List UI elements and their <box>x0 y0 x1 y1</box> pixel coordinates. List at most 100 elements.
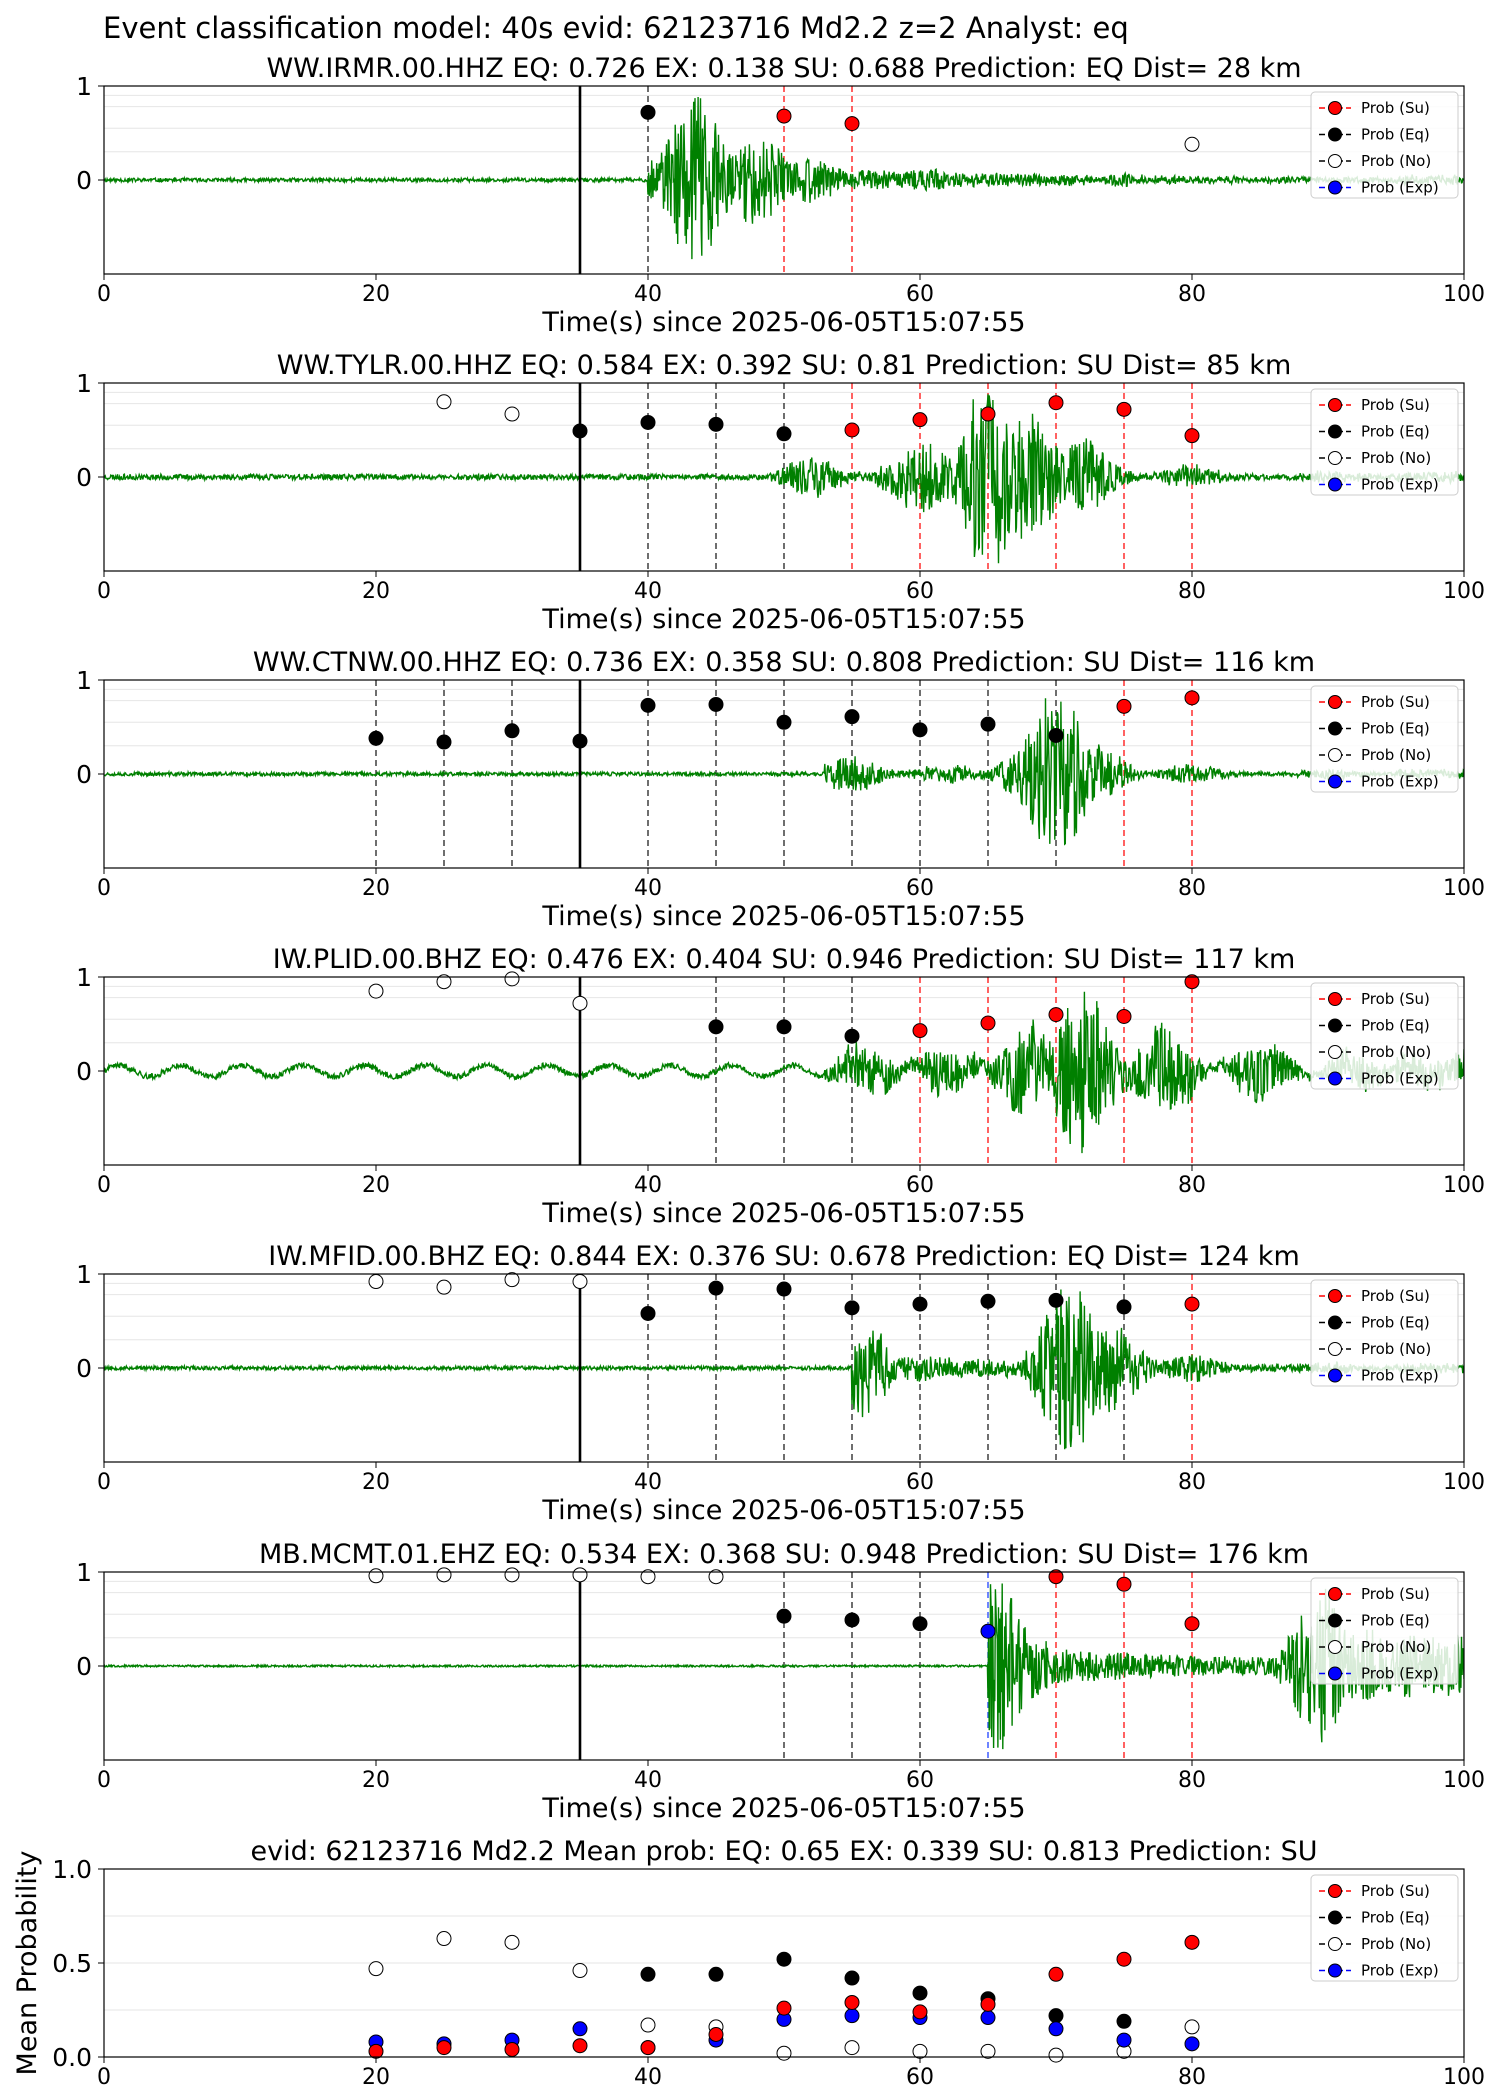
prob-marker-su <box>1184 974 1200 990</box>
panel-4: IW.PLID.00.BHZ EQ: 0.476 EX: 0.404 SU: 0… <box>76 944 1485 1229</box>
prob-marker-no <box>504 1567 520 1583</box>
legend-marker-su <box>1328 1289 1342 1303</box>
legend-marker-eq <box>1328 1018 1342 1033</box>
x-tick-label: 20 <box>362 1470 390 1495</box>
prob-marker-eq <box>776 714 792 730</box>
seismic-trace <box>104 698 1464 846</box>
mean-marker-su <box>1048 1966 1064 1982</box>
legend-label-eq: Prob (Eq) <box>1361 1612 1430 1630</box>
x-tick-label: 100 <box>1443 282 1485 307</box>
prob-marker-no <box>708 1569 724 1585</box>
legend-box <box>1310 685 1459 793</box>
x-tick-label: 0 <box>97 282 111 307</box>
y-tick-label: 0 <box>76 1057 92 1086</box>
x-tick-label: 40 <box>634 1768 662 1793</box>
x-tick-label: 100 <box>1443 2065 1485 2090</box>
axes-frame <box>103 1868 1465 2058</box>
x-tick-label: 60 <box>906 1173 934 1198</box>
legend-label-su: Prob (Su) <box>1361 990 1430 1008</box>
legend-box <box>1310 91 1459 199</box>
axes-frame <box>103 85 1465 275</box>
mean-marker-exp <box>1184 2036 1200 2052</box>
legend-label-exp: Prob (Exp) <box>1361 1962 1439 1980</box>
panel-2: WW.TYLR.00.HHZ EQ: 0.584 EX: 0.392 SU: 0… <box>76 350 1485 635</box>
mean-marker-su <box>776 2000 792 2016</box>
x-tick-label: 80 <box>1178 1768 1206 1793</box>
prob-marker-eq <box>844 709 860 725</box>
prob-marker-eq <box>776 1608 792 1624</box>
prob-marker-no <box>436 974 452 990</box>
prob-marker-eq <box>504 723 520 739</box>
mean-marker-su <box>1116 1951 1132 1967</box>
x-tick-label: 80 <box>1178 1470 1206 1495</box>
legend-box <box>1310 388 1459 496</box>
legend-label-exp: Prob (Exp) <box>1361 179 1439 197</box>
y-tick-label: 0 <box>76 1354 92 1383</box>
prob-marker-su <box>980 406 996 422</box>
mean-marker-eq <box>912 1985 928 2001</box>
legend-marker-eq <box>1328 424 1342 439</box>
mean-marker-su <box>504 2041 520 2057</box>
legend-label-no: Prob (No) <box>1361 1638 1431 1656</box>
panel-5: IW.MFID.00.BHZ EQ: 0.844 EX: 0.376 SU: 0… <box>76 1241 1485 1526</box>
prob-marker-no <box>436 1279 452 1295</box>
legend-label-su: Prob (Su) <box>1361 99 1430 117</box>
prob-marker-eq <box>1048 727 1064 743</box>
legend-label-exp: Prob (Exp) <box>1361 1070 1439 1088</box>
prob-marker-eq <box>844 1300 860 1316</box>
prob-marker-no <box>572 1567 588 1583</box>
y-tick-label: 1 <box>76 1260 92 1289</box>
legend-label-eq: Prob (Eq) <box>1361 126 1430 144</box>
legend-marker-exp <box>1328 477 1342 492</box>
y-tick-label: 1 <box>76 963 92 992</box>
mean-marker-eq <box>1048 2008 1064 2024</box>
prob-marker-no <box>572 995 588 1011</box>
prob-marker-no <box>1184 136 1200 152</box>
legend-marker-eq <box>1328 1613 1342 1628</box>
seismic-trace <box>104 96 1464 260</box>
legend-marker-no <box>1328 451 1342 465</box>
legend-label-eq: Prob (Eq) <box>1361 1909 1430 1927</box>
panel-title: WW.IRMR.00.HHZ EQ: 0.726 EX: 0.138 SU: 0… <box>266 53 1301 84</box>
prob-marker-no <box>368 1568 384 1584</box>
legend-marker-eq <box>1328 1910 1342 1925</box>
x-tick-label: 40 <box>634 2065 662 2090</box>
prob-marker-no <box>368 983 384 999</box>
axes-frame <box>103 1273 1465 1463</box>
x-tick-label: 80 <box>1178 2065 1206 2090</box>
mean-marker-su <box>368 2043 384 2059</box>
legend-label-exp: Prob (Exp) <box>1361 1367 1439 1385</box>
prob-marker-su <box>1184 690 1200 706</box>
mean-marker-exp <box>1048 2021 1064 2037</box>
x-tick-label: 100 <box>1443 1768 1485 1793</box>
prob-marker-no <box>368 1274 384 1290</box>
prob-marker-su <box>1116 698 1132 714</box>
x-tick-label: 100 <box>1443 1470 1485 1495</box>
panel-title: evid: 62123716 Md2.2 Mean prob: EQ: 0.65… <box>251 1836 1318 1867</box>
x-tick-label: 0 <box>97 876 111 901</box>
mean-marker-no <box>1184 2019 1200 2035</box>
mean-marker-no <box>572 1963 588 1979</box>
panels: WW.IRMR.00.HHZ EQ: 0.726 EX: 0.138 SU: 0… <box>12 53 1485 2090</box>
x-tick-label: 0 <box>97 1768 111 1793</box>
prob-marker-eq <box>776 426 792 442</box>
mean-marker-no <box>776 2045 792 2061</box>
figure-suptitle: Event classification model: 40s evid: 62… <box>103 11 1129 45</box>
y-tick-label: 1 <box>76 1558 92 1587</box>
x-axis-label: Time(s) since 2025-06-05T15:07:55 <box>541 1495 1025 1526</box>
panel-7: evid: 62123716 Md2.2 Mean prob: EQ: 0.65… <box>12 1836 1485 2090</box>
panel-title: MB.MCMT.01.EHZ EQ: 0.534 EX: 0.368 SU: 0… <box>259 1539 1309 1570</box>
prob-marker-eq <box>640 1305 656 1321</box>
x-tick-label: 20 <box>362 282 390 307</box>
legend-marker-su <box>1328 695 1342 709</box>
legend-marker-su <box>1328 398 1342 412</box>
prob-marker-eq <box>708 416 724 432</box>
prob-marker-eq <box>1116 1299 1132 1315</box>
x-tick-label: 40 <box>634 579 662 604</box>
prob-marker-eq <box>980 1293 996 1309</box>
prob-marker-su <box>1184 1616 1200 1632</box>
mean-marker-exp <box>844 2008 860 2024</box>
legend-label-no: Prob (No) <box>1361 1935 1431 1953</box>
prob-marker-su <box>1184 428 1200 444</box>
mean-marker-eq <box>640 1966 656 1982</box>
